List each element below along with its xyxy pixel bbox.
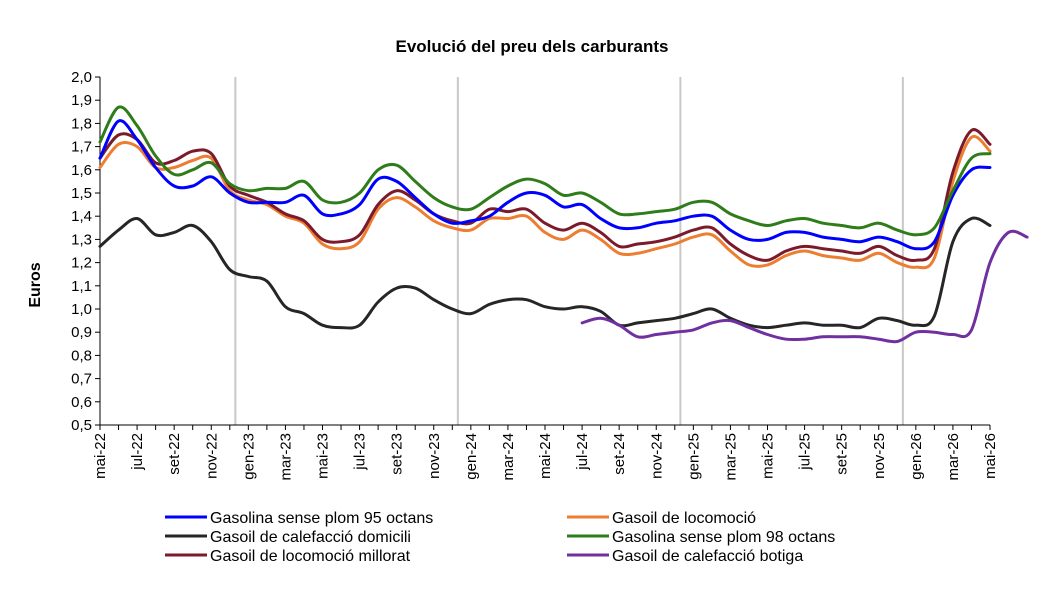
x-tick-label: mar-26 bbox=[945, 433, 962, 481]
y-tick-label: 0,5 bbox=[71, 417, 92, 434]
y-tick-label: 1,0 bbox=[71, 301, 92, 318]
axes bbox=[95, 76, 991, 430]
legend-label: Gasolina sense plom 98 octans bbox=[612, 529, 835, 546]
legend: Gasolina sense plom 95 octans Gasoil de l… bbox=[165, 510, 835, 565]
y-tick-labels: 0,5 0,6 0,7 0,8 0,9 1,0 1,1 1,2 1,3 1,4 1,5 1,6 1,7 1… bbox=[71, 69, 92, 434]
x-tick-label: mai-23 bbox=[315, 433, 332, 479]
series-line-1 bbox=[98, 134, 992, 270]
series-line-4 bbox=[98, 128, 992, 263]
x-tick-label: gen-23 bbox=[240, 433, 257, 480]
x-tick-label: mai-24 bbox=[537, 433, 554, 479]
x-tick-label: gen-26 bbox=[908, 433, 925, 480]
x-tick-label: jul-24 bbox=[574, 433, 591, 471]
x-tick-label: jul-22 bbox=[129, 433, 146, 471]
y-tick-label: 1,6 bbox=[71, 162, 92, 179]
x-tick-label: nov-23 bbox=[426, 433, 443, 479]
y-tick-label: 0,7 bbox=[71, 371, 92, 388]
x-tick-label: mar-25 bbox=[722, 433, 739, 481]
x-tick-label: mai-22 bbox=[92, 433, 109, 479]
legend-label: Gasoil de locomoció bbox=[612, 510, 756, 527]
x-tick-label: nov-22 bbox=[203, 433, 220, 479]
y-tick-label: 1,3 bbox=[71, 231, 92, 248]
x-tick-label: set-25 bbox=[834, 433, 851, 475]
chart-title: Evolució del preu dels carburants bbox=[395, 37, 668, 56]
x-tick-label: set-22 bbox=[166, 433, 183, 475]
year-separators bbox=[234, 77, 904, 425]
y-tick-label: 1,5 bbox=[71, 185, 92, 202]
x-tick-label: mar-24 bbox=[500, 433, 517, 481]
y-tick-label: 2,0 bbox=[71, 69, 92, 86]
y-tick-label: 1,7 bbox=[71, 139, 92, 156]
x-tick-labels: mai-22 jul-22 set-22 nov-22 gen-23 mar-23 mai-… bbox=[92, 433, 999, 481]
y-tick-label: 1,1 bbox=[71, 278, 92, 295]
x-tick-label: set-24 bbox=[611, 433, 628, 475]
x-tick-label: mai-25 bbox=[760, 433, 777, 479]
series-line-3 bbox=[98, 105, 992, 237]
x-tick-label: gen-25 bbox=[685, 433, 702, 480]
legend-label: Gasoil de calefacció domicili bbox=[210, 529, 411, 546]
legend-label: Gasolina sense plom 95 octans bbox=[210, 510, 433, 527]
series-line-0 bbox=[98, 119, 992, 251]
y-tick-label: 1,8 bbox=[71, 115, 92, 132]
y-tick-label: 0,9 bbox=[71, 324, 92, 341]
x-tick-label: set-23 bbox=[389, 433, 406, 475]
x-tick-label: mai-26 bbox=[982, 433, 999, 479]
x-tick-label: nov-25 bbox=[871, 433, 888, 479]
y-tick-label: 1,4 bbox=[71, 208, 92, 225]
x-tick-label: nov-24 bbox=[648, 433, 665, 479]
y-tick-label: 1,9 bbox=[71, 92, 92, 109]
series-line-5 bbox=[580, 229, 1029, 344]
legend-label: Gasoil de calefacció botiga bbox=[612, 548, 803, 565]
series-lines bbox=[98, 105, 1029, 344]
legend-label: Gasoil de locomoció millorat bbox=[210, 548, 411, 565]
x-tick-label: gen-24 bbox=[463, 433, 480, 480]
y-tick-label: 0,8 bbox=[71, 347, 92, 364]
y-tick-label: 0,6 bbox=[71, 394, 92, 411]
x-tick-label: mar-23 bbox=[277, 433, 294, 481]
x-tick-label: jul-23 bbox=[352, 433, 369, 471]
series-line-2 bbox=[98, 216, 992, 330]
y-tick-label: 1,2 bbox=[71, 255, 92, 272]
y-axis-label: Euros bbox=[27, 262, 44, 307]
x-tick-label: jul-25 bbox=[797, 433, 814, 471]
